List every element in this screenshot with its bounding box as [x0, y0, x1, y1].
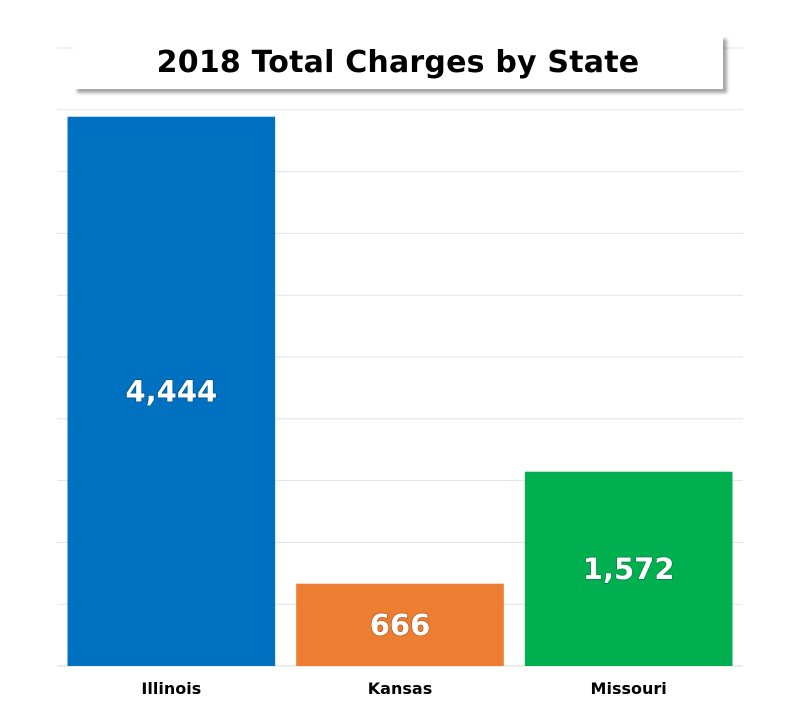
value-label-illinois: 4,444	[125, 374, 217, 408]
x-tick-labels: Illinois Kansas Missouri	[141, 679, 666, 698]
value-label-missouri: 1,572	[583, 552, 675, 586]
bars	[67, 116, 733, 666]
x-tick-label-illinois: Illinois	[141, 679, 201, 698]
value-labels: 4,444 666 1,572	[125, 374, 676, 643]
chart-title-box: 2018 Total Charges by State	[73, 35, 723, 89]
bar-missouri	[524, 471, 733, 666]
chart-title: 2018 Total Charges by State	[156, 44, 640, 80]
bar-illinois	[67, 116, 276, 666]
x-tick-label-kansas: Kansas	[368, 679, 432, 698]
bar-kansas	[296, 583, 504, 666]
value-label-kansas: 666	[370, 608, 431, 642]
x-tick-label-missouri: Missouri	[591, 679, 667, 698]
